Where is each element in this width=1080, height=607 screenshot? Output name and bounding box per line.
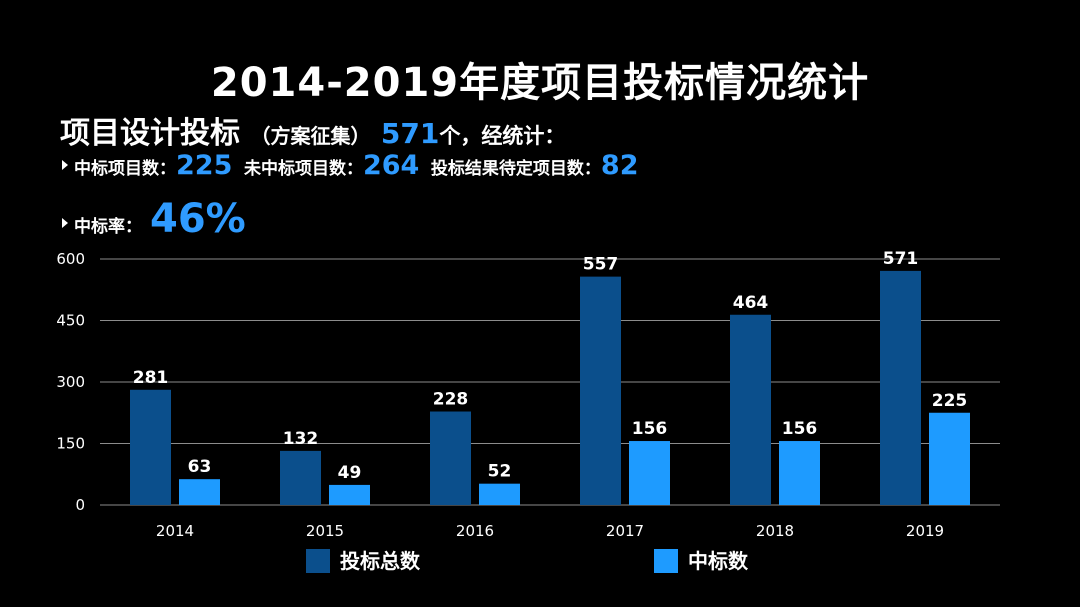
data-label: 156 — [782, 419, 818, 439]
legend-item-won: 中标数 — [654, 545, 748, 574]
bar-won — [629, 441, 670, 505]
x-tick-label: 2017 — [606, 522, 644, 540]
page-title: 2014-2019年度项目投标情况统计 — [210, 60, 870, 106]
data-label: 49 — [338, 463, 362, 483]
pending-label: 投标结果待定项目数： — [430, 159, 601, 179]
bar-won — [929, 412, 970, 505]
data-label: 52 — [488, 462, 512, 482]
y-tick-label: 450 — [56, 312, 85, 330]
legend-label-won: 中标数 — [688, 549, 748, 573]
data-label: 63 — [188, 457, 212, 477]
bar-won — [479, 483, 520, 505]
stats-line: 中标项目数：225 未中标项目数：264 投标结果待定项目数：82 — [62, 150, 644, 181]
bullet-triangle-icon — [62, 160, 68, 170]
bar-total — [130, 389, 171, 505]
summary-line: 项目设计投标 （方案征集） 571个，经统计： — [60, 108, 565, 152]
x-tick-label: 2018 — [756, 522, 794, 540]
bar-total — [430, 411, 471, 505]
data-label: 132 — [283, 429, 319, 449]
x-tick-label: 2016 — [456, 522, 494, 540]
bar-won — [179, 479, 220, 505]
lost-value: 264 — [362, 150, 420, 181]
won-value: 225 — [176, 150, 233, 181]
bar-total — [730, 314, 771, 505]
data-label: 228 — [433, 390, 469, 410]
y-tick-label: 0 — [75, 496, 85, 514]
summary-tail: 个，经统计： — [439, 124, 566, 148]
legend-swatch-total — [306, 549, 330, 573]
data-label: 156 — [632, 419, 668, 439]
lost-label: 未中标项目数： — [243, 159, 363, 179]
bar-total — [280, 450, 321, 505]
pending-value: 82 — [600, 150, 639, 181]
rate-label: 中标率： — [74, 217, 142, 237]
bar-won — [779, 441, 820, 505]
data-label: 464 — [733, 293, 769, 313]
data-label: 225 — [932, 391, 968, 411]
x-tick-label: 2014 — [156, 522, 194, 540]
data-label: 571 — [883, 249, 919, 269]
summary-heading: 项目设计投标 — [60, 116, 240, 151]
x-tick-label: 2019 — [906, 522, 944, 540]
y-tick-label: 150 — [56, 435, 85, 453]
rate-value: 46% — [150, 196, 246, 242]
legend-swatch-won — [654, 549, 678, 573]
x-tick-label: 2015 — [306, 522, 344, 540]
data-label: 281 — [133, 368, 169, 388]
y-tick-label: 300 — [56, 373, 85, 391]
legend-label-total: 投标总数 — [340, 549, 420, 573]
bar-total — [880, 270, 921, 505]
bar-total — [580, 276, 621, 505]
bullet-triangle-icon — [62, 218, 68, 228]
data-label: 557 — [583, 255, 619, 275]
summary-paren: （方案征集） — [250, 124, 371, 148]
legend-item-total: 投标总数 — [306, 545, 420, 574]
y-tick-label: 600 — [56, 250, 85, 268]
summary-count: 571 — [380, 117, 440, 150]
bar-won — [329, 484, 370, 505]
won-label: 中标项目数： — [74, 159, 176, 179]
rate-line: 中标率： 46% — [62, 196, 246, 242]
